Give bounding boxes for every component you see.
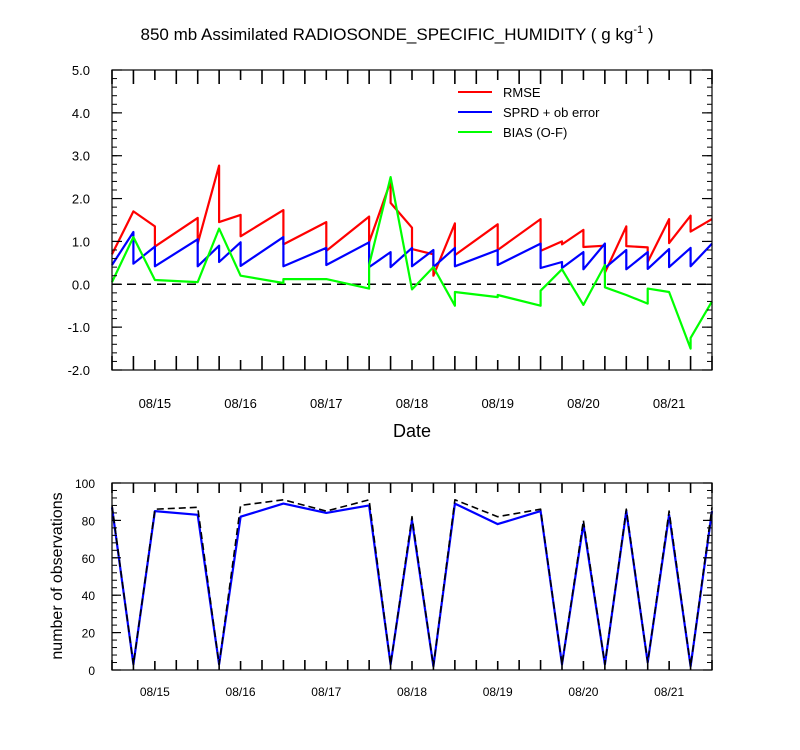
y-tick-label: 20: [82, 627, 96, 641]
x-tick-label: 08/17: [311, 685, 341, 699]
x-tick-label: 08/15: [140, 685, 170, 699]
y-tick-label: 2.0: [72, 192, 90, 207]
y-tick-label: 60: [82, 552, 96, 566]
y-tick-label: 40: [82, 589, 96, 603]
bottom-series-lines: [110, 498, 714, 668]
y-tick-label: 0: [88, 664, 95, 678]
top-x-axis-label: Date: [393, 421, 431, 441]
x-tick-label: 08/19: [481, 396, 514, 411]
x-tick-label: 08/17: [310, 396, 343, 411]
x-tick-label: 08/16: [226, 685, 256, 699]
top-series-lines: [111, 164, 713, 350]
top-plot-frame: [111, 69, 713, 371]
y-tick-label: 5.0: [72, 63, 90, 78]
series-line-sprd-ob-error: [111, 230, 713, 271]
chart-title-superscript: -1: [633, 24, 643, 36]
top-x-axis: 08/15 08/16 08/17 08/18 08/19 08/20 08/21: [111, 70, 713, 411]
chart-title: 850 mb Assimilated RADIOSONDE_SPECIFIC_H…: [141, 24, 654, 44]
x-tick-label: 08/21: [653, 396, 686, 411]
bottom-y-axis-label: number of observations: [49, 492, 66, 659]
top-chart: 5.04.03.02.01.00.0-1.0-2.0 08/15 08/16 08/…: [68, 63, 713, 441]
y-tick-label: 1.0: [72, 234, 90, 249]
x-tick-label: 08/19: [483, 685, 513, 699]
y-tick-label: 3.0: [72, 149, 90, 164]
legend: RMSE SPRD + ob error BIAS (O-F): [458, 85, 600, 140]
chart-title-end: ): [643, 25, 653, 44]
chart-title-main: 850 mb Assimilated RADIOSONDE_SPECIFIC_H…: [141, 25, 634, 44]
legend-label: SPRD + ob error: [503, 105, 600, 120]
legend-label: RMSE: [503, 85, 541, 100]
y-tick-label: 0.0: [72, 277, 90, 292]
x-tick-label: 08/15: [139, 396, 172, 411]
legend-label: BIAS (O-F): [503, 125, 567, 140]
y-tick-label: 4.0: [72, 106, 90, 121]
y-tick-label: -2.0: [68, 363, 90, 378]
series-line-rmse: [111, 164, 713, 277]
x-tick-label: 08/16: [224, 396, 257, 411]
bottom-x-axis: 08/15 08/16 08/17 08/18 08/19 08/20 08/21: [111, 483, 713, 699]
bottom-plot-frame: [111, 482, 713, 671]
x-tick-label: 08/20: [568, 685, 598, 699]
x-tick-label: 08/18: [397, 685, 427, 699]
x-tick-label: 08/18: [396, 396, 429, 411]
bottom-y-axis: 0 20 40 60 80 100: [75, 477, 712, 678]
series-line-bias-o-f-: [111, 176, 713, 350]
top-y-axis: 5.0 4.0 3.0 2.0 1.0 0.0 -1.0 -2.0: [68, 63, 712, 378]
x-tick-label: 08/20: [567, 396, 600, 411]
y-tick-label: -1.0: [68, 320, 90, 335]
x-tick-label: 08/21: [654, 685, 684, 699]
y-tick-label: 80: [82, 514, 96, 528]
y-tick-label: 100: [75, 477, 95, 491]
series-line-observations-used: [110, 502, 714, 668]
